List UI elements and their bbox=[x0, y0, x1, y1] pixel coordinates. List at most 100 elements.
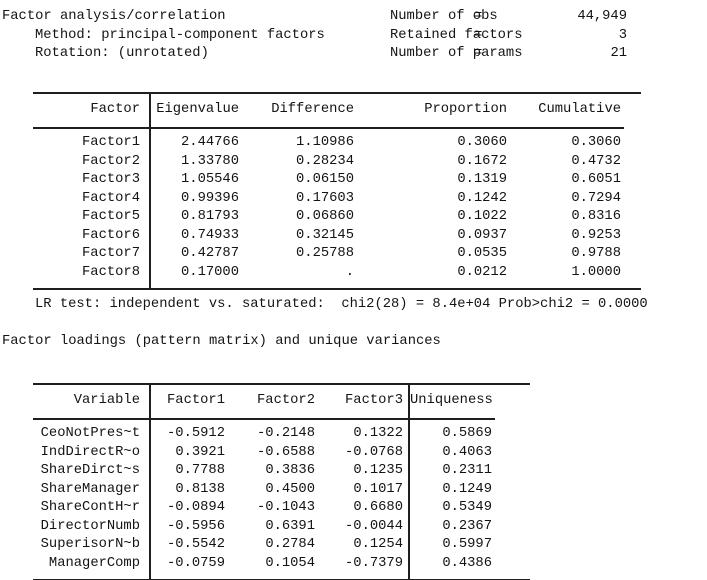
column-header-difference: Difference bbox=[242, 93, 357, 129]
rotation-line: Rotation: (unrotated) bbox=[35, 46, 209, 61]
factor1-cell: -0.0759 bbox=[167, 555, 225, 571]
method-line: Method: principal-component factors bbox=[35, 27, 325, 43]
spacer bbox=[495, 481, 530, 500]
difference-cell: 0.32145 bbox=[296, 227, 354, 243]
variable-name-cell: ManagerComp bbox=[33, 554, 151, 580]
table-row: Factor5 0.81793 0.06860 0.1022 0.8316 bbox=[33, 208, 641, 227]
spacer bbox=[495, 462, 530, 481]
eigenvalue-cell: 0.42787 bbox=[181, 246, 239, 261]
factor-name-cell: Factor8 bbox=[33, 263, 151, 289]
table-row: ShareDirct~s 0.7788 0.3836 0.1235 0.2311 bbox=[33, 462, 530, 481]
difference-cell: 1.10986 bbox=[296, 135, 354, 150]
proportion-cell: 0.1319 bbox=[457, 172, 507, 187]
factor3-cell: -0.7379 bbox=[317, 554, 410, 580]
stat-number-of-params: Number of params = 21 bbox=[390, 45, 627, 64]
column-header-eigenvalue: Eigenvalue bbox=[150, 93, 242, 129]
eigenvalue-cell: 1.05546 bbox=[181, 172, 239, 187]
stat-number-of-obs: Number of obs = 44,949 bbox=[390, 8, 627, 27]
table-row: Factor6 0.74933 0.32145 0.0937 0.9253 bbox=[33, 226, 641, 245]
equals-sign: = bbox=[474, 46, 483, 61]
variable-name-cell: ShareDirct~s bbox=[33, 462, 151, 481]
table-row: DirectorNumb -0.5956 0.6391 -0.0044 0.23… bbox=[33, 517, 530, 536]
proportion-cell: 0.1242 bbox=[457, 190, 507, 206]
column-header-factor: Factor bbox=[33, 93, 151, 129]
column-header-proportion: Proportion bbox=[357, 93, 510, 129]
cumulative-cell: 0.7294 bbox=[571, 190, 621, 206]
eigenvalue-cell: 0.74933 bbox=[181, 227, 239, 243]
column-header-variable: Variable bbox=[33, 384, 151, 420]
proportion-cell: 0.0212 bbox=[457, 264, 507, 280]
table-row: IndDirectR~o 0.3921 -0.6588 -0.0768 0.40… bbox=[33, 443, 530, 462]
spacer bbox=[624, 245, 641, 264]
loadings-caption: Factor loadings (pattern matrix) and uni… bbox=[2, 334, 441, 349]
factor1-cell: 0.3921 bbox=[175, 444, 225, 460]
uniqueness-cell: 0.1249 bbox=[442, 481, 492, 497]
stat-value: 3 bbox=[618, 27, 627, 43]
factor2-cell: 0.2784 bbox=[265, 537, 315, 552]
lr-test-line: LR test: independent vs. saturated: chi2… bbox=[35, 297, 648, 312]
eigenvalue-cell: 1.33780 bbox=[181, 153, 239, 169]
proportion-cell: 0.0535 bbox=[457, 246, 507, 261]
stat-label: Number of obs bbox=[390, 9, 498, 24]
variable-name-cell: SuperisorN~b bbox=[33, 536, 151, 555]
table-row: ShareContH~r -0.0894 -0.1043 0.6680 0.53… bbox=[33, 499, 530, 518]
variable-name-cell: CeoNotPres~t bbox=[33, 419, 151, 444]
difference-cell: 0.06150 bbox=[296, 172, 354, 187]
factor3-cell: 0.1254 bbox=[317, 536, 410, 555]
factor-name-cell: Factor6 bbox=[33, 226, 151, 245]
stat-value: 44,949 bbox=[577, 9, 627, 24]
table-row: Factor1 2.44766 1.10986 0.3060 0.3060 bbox=[33, 128, 641, 153]
spacer bbox=[624, 190, 641, 209]
eigenvalue-table: Factor Eigenvalue Difference Proportion … bbox=[33, 92, 641, 290]
equals-sign: = bbox=[474, 9, 483, 24]
factor2-cell: 0.6391 bbox=[265, 518, 315, 534]
table-row: Factor8 0.17000 . 0.0212 1.0000 bbox=[33, 263, 641, 289]
factor1-cell: -0.5542 bbox=[167, 537, 225, 552]
factor-loadings-table: Variable Factor1 Factor2 Factor3 Uniquen… bbox=[33, 383, 530, 580]
eigenvalue-cell: 0.17000 bbox=[181, 264, 239, 280]
stat-label: Number of params bbox=[390, 46, 523, 61]
spacer bbox=[495, 536, 530, 555]
factor2-cell: -0.6588 bbox=[257, 444, 315, 460]
stat-label: Retained factors bbox=[390, 27, 523, 43]
factor1-cell: 0.7788 bbox=[175, 463, 225, 478]
difference-cell: 0.17603 bbox=[296, 190, 354, 206]
factor3-cell: 0.1322 bbox=[317, 419, 410, 444]
factor3-cell: -0.0044 bbox=[317, 517, 410, 536]
variable-name-cell: IndDirectR~o bbox=[33, 443, 151, 462]
cumulative-cell: 1.0000 bbox=[571, 264, 621, 280]
uniqueness-cell: 0.4386 bbox=[442, 555, 492, 571]
factor2-cell: 0.3836 bbox=[265, 463, 315, 478]
header-line: Factor analysis/correlation Number of ob… bbox=[0, 8, 707, 27]
spacer bbox=[495, 384, 530, 419]
factor2-cell: 0.4500 bbox=[265, 481, 315, 497]
spacer bbox=[624, 153, 641, 172]
table-row: ShareManager 0.8138 0.4500 0.1017 0.1249 bbox=[33, 480, 530, 500]
difference-cell: 0.28234 bbox=[296, 153, 354, 169]
uniqueness-cell: 0.4063 bbox=[442, 444, 492, 460]
stat-value: 21 bbox=[610, 46, 627, 61]
factor3-cell: 0.6680 bbox=[317, 499, 410, 518]
table-header-row: Variable Factor1 Factor2 Factor3 Uniquen… bbox=[33, 384, 530, 420]
uniqueness-cell: 0.2367 bbox=[442, 518, 492, 534]
table-row: ManagerComp -0.0759 0.1054 -0.7379 0.438… bbox=[33, 554, 530, 580]
uniqueness-cell: 0.2311 bbox=[442, 463, 492, 478]
table-row: Factor7 0.42787 0.25788 0.0535 0.9788 bbox=[33, 245, 641, 264]
cumulative-cell: 0.4732 bbox=[571, 153, 621, 169]
eigenvalue-cell: 2.44766 bbox=[181, 135, 239, 150]
table-row: SuperisorN~b -0.5542 0.2784 0.1254 0.599… bbox=[33, 536, 530, 555]
table-header-row: Factor Eigenvalue Difference Proportion … bbox=[33, 93, 641, 129]
factor-name-cell: Factor5 bbox=[33, 208, 151, 227]
column-header-factor3: Factor3 bbox=[317, 384, 410, 420]
spacer bbox=[495, 555, 530, 580]
spacer bbox=[624, 93, 641, 128]
proportion-cell: 0.3060 bbox=[457, 135, 507, 150]
column-header-factor2: Factor2 bbox=[227, 384, 317, 420]
factor1-cell: -0.0894 bbox=[167, 500, 225, 515]
factor2-cell: 0.1054 bbox=[265, 555, 315, 571]
uniqueness-cell: 0.5997 bbox=[442, 537, 492, 552]
factor-name-cell: Factor7 bbox=[33, 245, 151, 264]
cumulative-cell: 0.8316 bbox=[571, 209, 621, 224]
factor1-cell: -0.5956 bbox=[167, 518, 225, 534]
